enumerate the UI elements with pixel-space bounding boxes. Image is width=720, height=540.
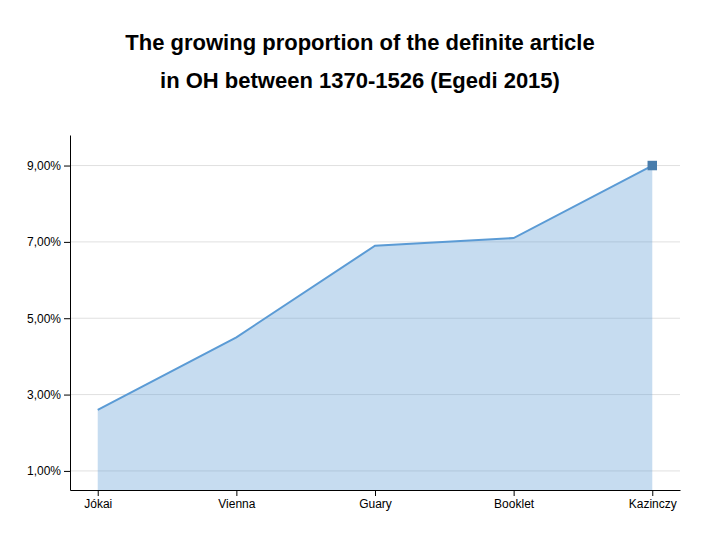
x-tick-mark bbox=[236, 490, 237, 496]
y-tick-mark bbox=[64, 166, 70, 167]
x-tick: Jókai bbox=[84, 490, 112, 511]
area bbox=[98, 166, 653, 490]
x-tick-label: Booklet bbox=[494, 497, 535, 511]
subtitle: in OH between 1370-1526 (Egedi 2015) bbox=[160, 68, 560, 93]
y-axis: 1,00% 3,00% 5,00% 7,00% 9,00% bbox=[27, 136, 71, 491]
line bbox=[98, 166, 653, 410]
y-tick-label: 9,00% bbox=[27, 159, 61, 173]
y-tick-label: 7,00% bbox=[27, 235, 61, 249]
y-tick: 9,00% bbox=[27, 159, 70, 173]
x-tick-mark bbox=[514, 490, 515, 496]
title: The growing proportion of the definite a… bbox=[125, 30, 594, 55]
x-tick-mark bbox=[98, 490, 99, 496]
y-tick-label: 5,00% bbox=[27, 312, 61, 326]
y-tick-label: 3,00% bbox=[27, 388, 61, 402]
y-tick-mark bbox=[64, 318, 70, 319]
x-tick: Booklet bbox=[494, 490, 535, 511]
y-axis-line bbox=[70, 136, 71, 491]
chart: The growing proportion of the definite a… bbox=[0, 0, 720, 540]
x-tick-label: Jókai bbox=[84, 497, 112, 511]
x-tick-mark bbox=[652, 490, 653, 496]
y-tick: 7,00% bbox=[27, 235, 70, 249]
y-tick-mark bbox=[64, 395, 70, 396]
marks bbox=[98, 161, 657, 490]
x-tick: Vienna bbox=[218, 490, 255, 511]
y-tick: 5,00% bbox=[27, 312, 70, 326]
x-tick-label: Kazinczy bbox=[629, 497, 677, 511]
y-tick: 3,00% bbox=[27, 388, 70, 402]
x-tick: Kazinczy bbox=[629, 490, 677, 511]
x-tick-label: Vienna bbox=[218, 497, 255, 511]
y-tick-mark bbox=[64, 471, 70, 472]
y-tick-mark bbox=[64, 242, 70, 243]
x-tick-label: Guary bbox=[359, 497, 392, 511]
y-tick-label: 1,00% bbox=[27, 464, 61, 478]
x-axis: Jókai Vienna Guary Booklet Kazinczy bbox=[71, 490, 681, 511]
marker bbox=[648, 161, 657, 170]
plot: Jókai Vienna Guary Booklet Kazinczy 1,00% 3,00… bbox=[27, 136, 681, 511]
y-tick: 1,00% bbox=[27, 464, 70, 478]
x-tick-mark bbox=[375, 490, 376, 496]
x-tick: Guary bbox=[359, 490, 392, 511]
grid-line bbox=[70, 165, 680, 166]
